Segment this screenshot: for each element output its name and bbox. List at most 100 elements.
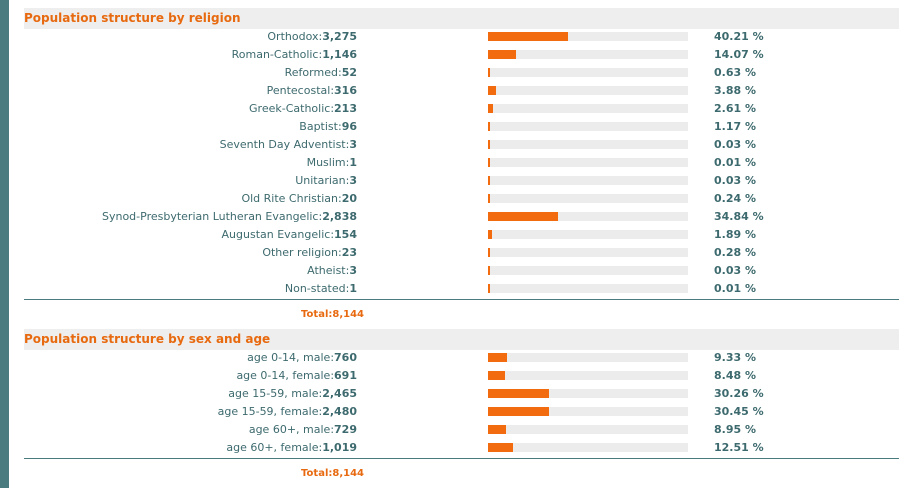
row-percent: 8.95 % [714,423,756,436]
row-percent: 1.17 % [714,120,756,133]
row-name: Non-stated [284,282,346,295]
table-row: age 15-59, female:2,480 30.45 % [24,403,899,421]
row-percent: 0.24 % [714,192,756,205]
percent-bar-track [488,230,688,239]
row-label: age 60+, female:1,019 [226,441,357,454]
row-count: 729 [334,423,357,436]
row-name: Seventh Day Adventist [219,138,346,151]
percent-bar-track [488,122,688,131]
row-label: Other religion:23 [262,246,357,259]
percent-bar-fill [488,68,490,77]
percent-bar-track [488,284,688,293]
percent-bar-track [488,50,688,59]
row-label: Seventh Day Adventist:3 [219,138,357,151]
percent-bar-track [488,371,688,380]
row-percent: 1.89 % [714,228,756,241]
row-label: Pentecostal:316 [266,84,357,97]
row-name: age 60+, male [248,423,331,436]
row-count: 760 [334,351,357,364]
row-count: 1,019 [322,441,357,454]
row-count: 20 [341,192,357,205]
percent-bar-fill [488,122,490,131]
row-percent: 0.01 % [714,282,756,295]
row-percent: 9.33 % [714,351,756,364]
row-label: Roman-Catholic:1,146 [231,48,357,61]
percent-bar-track [488,266,688,275]
percent-bar-track [488,248,688,257]
row-count: 96 [341,120,357,133]
percent-bar-track [488,68,688,77]
row-label: Muslim:1 [306,156,357,169]
row-label: Augustan Evangelic:154 [221,228,357,241]
percent-bar-track [488,212,688,221]
percent-bar-track [488,86,688,95]
row-count: 3 [349,264,357,277]
percent-bar-track [488,194,688,203]
percent-bar-track [488,32,688,41]
row-name: Augustan Evangelic [221,228,331,241]
row-count: 1 [349,282,357,295]
row-label: Atheist:3 [307,264,357,277]
row-name: age 15-59, female [217,405,319,418]
percent-bar-fill [488,371,505,380]
row-name: Baptist [299,120,338,133]
row-percent: 40.21 % [714,30,764,43]
table-row: Seventh Day Adventist:3 0.03 % [24,136,899,154]
percent-bar-fill [488,407,549,416]
row-label: Orthodox:3,275 [267,30,357,43]
row-name: Greek-Catholic [249,102,331,115]
row-count: 52 [341,66,357,79]
table-row: age 0-14, male:760 9.33 % [24,349,899,367]
percent-bar-fill [488,266,490,275]
row-name: Atheist [307,264,346,277]
table-row: Roman-Catholic:1,146 14.07 % [24,46,899,64]
table-row: Non-stated:1 0.01 % [24,280,899,298]
percent-bar-fill [488,248,490,257]
percent-bar-fill [488,425,506,434]
row-name: Orthodox [267,30,319,43]
row-percent: 0.01 % [714,156,756,169]
row-label: Old Rite Christian:20 [241,192,357,205]
percent-bar-fill [488,158,490,167]
row-percent: 0.03 % [714,174,756,187]
table-row: Greek-Catholic:213 2.61 % [24,100,899,118]
row-label: Greek-Catholic:213 [249,102,357,115]
row-name: age 0-14, male [247,351,331,364]
row-count: 3,275 [322,30,357,43]
row-name: Old Rite Christian [241,192,338,205]
table-row: Baptist:96 1.17 % [24,118,899,136]
row-count: 213 [334,102,357,115]
row-label: Reformed:52 [284,66,357,79]
table-row: Orthodox:3,275 40.21 % [24,28,899,46]
percent-bar-track [488,353,688,362]
table-row: Augustan Evangelic:154 1.89 % [24,226,899,244]
religion-section-title: Population structure by religion [24,8,899,29]
table-row: Unitarian:3 0.03 % [24,172,899,190]
row-label: age 0-14, male:760 [247,351,357,364]
percent-bar-track [488,158,688,167]
row-label: age 15-59, male:2,465 [228,387,357,400]
row-percent: 0.63 % [714,66,756,79]
row-name: Reformed [284,66,338,79]
row-name: Pentecostal [266,84,331,97]
row-count: 691 [334,369,357,382]
row-label: Unitarian:3 [295,174,357,187]
percent-bar-fill [488,230,492,239]
row-label: Non-stated:1 [284,282,357,295]
percent-bar-fill [488,32,568,41]
row-label: age 15-59, female:2,480 [217,405,357,418]
row-count: 316 [334,84,357,97]
percent-bar-track [488,425,688,434]
row-name: Synod-Presbyterian Lutheran Evangelic [101,210,319,223]
sex-age-total: Total:8,144 [301,468,364,479]
row-count: 1 [349,156,357,169]
row-percent: 0.03 % [714,264,756,277]
table-row: Atheist:3 0.03 % [24,262,899,280]
table-row: age 60+, male:729 8.95 % [24,421,899,439]
row-count: 2,480 [322,405,357,418]
percent-bar-track [488,140,688,149]
table-row: Synod-Presbyterian Lutheran Evangelic:2,… [24,208,899,226]
percent-bar-track [488,407,688,416]
row-percent: 8.48 % [714,369,756,382]
percent-bar-fill [488,212,558,221]
